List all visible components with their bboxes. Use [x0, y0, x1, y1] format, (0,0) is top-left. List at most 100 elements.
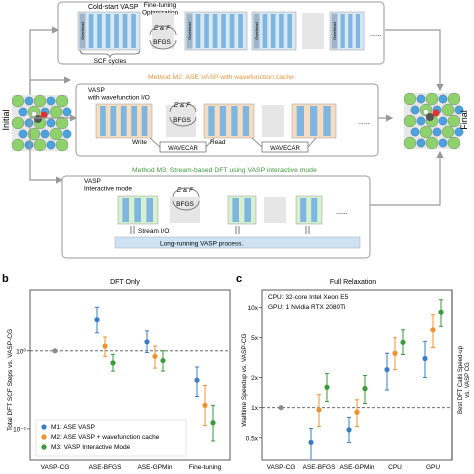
scf-stripe — [229, 14, 235, 48]
scf-stripe — [348, 14, 353, 48]
slab-atom — [410, 105, 420, 115]
panel-b-marks — [52, 306, 216, 442]
slab-atom — [46, 140, 56, 150]
scf-stripe — [323, 106, 331, 136]
data-point — [308, 439, 314, 445]
y-tick-label: 10⁻¹ — [13, 426, 27, 433]
stream-io-arrows-3 — [305, 226, 310, 234]
plot-frame — [29, 289, 231, 461]
m1-scf-blocks: Overhead Overhead Overhead Overhead — [77, 11, 365, 51]
panel-c-title: Full Relaxation — [330, 279, 376, 286]
scf-stripe — [279, 14, 284, 48]
write-arrow — [149, 137, 161, 148]
y-tick-label: 5x — [251, 335, 259, 342]
panel-b: b DFT Only Total DFT SCF Steps vs. VASP-… — [2, 273, 231, 471]
slab-atom — [46, 118, 56, 128]
m2-scf-blocks — [95, 103, 337, 139]
data-point — [354, 409, 360, 415]
scf-stripe — [131, 106, 137, 136]
scf-brace — [79, 49, 141, 59]
fine-tuning-label: Fine-tuning Optimization — [142, 2, 179, 16]
scf-stripe — [105, 14, 111, 48]
slab-atom — [441, 125, 455, 139]
m2-bfgs-label: BFGS — [173, 117, 191, 124]
m2-ellipsis: ...... — [358, 119, 370, 126]
slab-atom — [18, 107, 28, 117]
y-tick-label: 2x — [251, 375, 259, 382]
data-point — [316, 407, 322, 413]
scf-stripe — [88, 14, 94, 48]
data-point — [110, 360, 116, 366]
panel-b-ylabel: Total DFT SCF Steps vs. VASP-CG — [7, 329, 14, 431]
x-tick-label: VASP-CG — [41, 464, 70, 471]
panel-b-letter: b — [2, 273, 9, 285]
y-tick-label: 10⁰ — [16, 347, 26, 355]
slab-atom — [24, 118, 34, 128]
scf-stripe — [134, 198, 141, 222]
overhead-bar — [79, 13, 86, 49]
overhead-label: Overhead — [332, 22, 337, 40]
final-label: Final — [459, 110, 469, 130]
data-point — [194, 377, 200, 383]
data-point — [202, 402, 208, 408]
adsorbate-atom — [423, 109, 429, 115]
panel-c-ylabel: Walltime Speedup vs. VASP-CG — [241, 333, 248, 426]
slab-atom — [49, 105, 63, 119]
legend-marker — [41, 444, 47, 450]
slab-atom — [33, 138, 47, 152]
slab-atom — [46, 96, 56, 106]
m2-title: Method M2: ASE VASP with wavefunction ca… — [148, 74, 294, 81]
wavecar-label-2: WAVECAR — [270, 146, 300, 152]
scf-stripe — [114, 14, 119, 48]
legend-entry: M3: VASP Interactive Mode — [51, 444, 131, 451]
empty-slot — [152, 13, 174, 49]
y-tick-label: 1x — [251, 405, 259, 412]
slab-atom — [438, 116, 448, 126]
read-arrow-2 — [307, 137, 317, 148]
cold-start-label: Cold-start VASP — [88, 4, 139, 11]
stream-io-label: Stream I/O — [138, 228, 169, 235]
data-point — [438, 309, 444, 315]
data-point — [102, 343, 108, 349]
slab-atom — [11, 138, 25, 152]
m3-panel: Method M3: Stream-based DFT using VASP i… — [61, 167, 371, 259]
data-point — [346, 427, 352, 433]
x-tick-label: CPU — [388, 464, 402, 471]
read-label: Read — [210, 139, 226, 146]
panel-b-title: DFT Only — [110, 279, 140, 286]
scf-stripe — [270, 14, 276, 48]
legend-marker — [41, 424, 47, 430]
m2-ef-label: E & F — [174, 102, 191, 109]
flow-connectors — [29, 26, 444, 206]
scf-stripe — [219, 106, 227, 136]
slab-atom — [55, 138, 69, 152]
data-point — [152, 353, 158, 359]
data-point — [384, 367, 390, 373]
m2-cycle-arrow-top — [169, 102, 197, 113]
data-point — [392, 350, 398, 356]
scf-stripe — [110, 106, 117, 136]
scf-stripe — [262, 14, 268, 48]
slab-atom — [416, 94, 426, 104]
empty-slot — [302, 13, 324, 49]
slab-atom — [27, 127, 41, 141]
slab-atom — [11, 116, 25, 130]
scf-stripe — [100, 106, 106, 136]
slab-atom — [425, 136, 439, 150]
scf-stripe — [131, 14, 136, 48]
scf-stripe — [146, 198, 153, 222]
overhead-label: Overhead — [80, 22, 85, 40]
slab-atom — [416, 138, 426, 148]
plot-frame — [261, 289, 453, 461]
initial-structure-image — [11, 94, 72, 152]
scf-stripe — [287, 14, 292, 48]
slab-atom — [447, 92, 461, 106]
slab-atom — [403, 92, 417, 106]
slab-atom — [33, 94, 47, 108]
m3-scf-blocks — [117, 195, 323, 225]
overhead-bar — [253, 13, 260, 49]
overhead-label: Overhead — [254, 22, 259, 40]
scf-stripe — [244, 198, 251, 222]
m1-cycle-arrow-bottom — [149, 39, 177, 50]
scf-stripe — [212, 14, 218, 48]
